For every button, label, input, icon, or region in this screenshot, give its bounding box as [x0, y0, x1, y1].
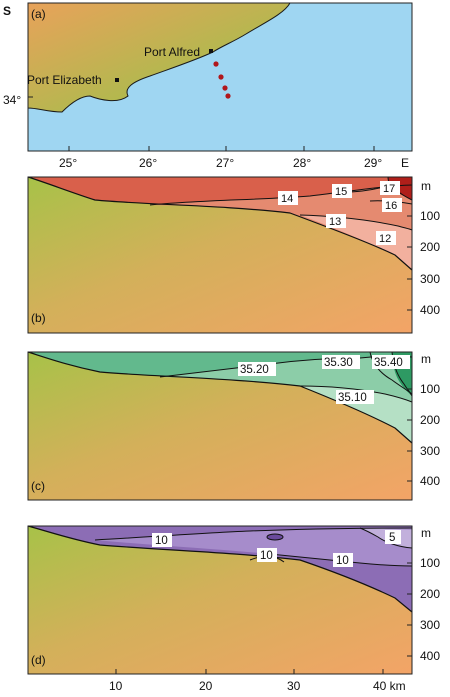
lon-tick-label: 29° [364, 156, 382, 170]
seabed-line [27, 525, 413, 613]
land-area [27, 2, 291, 113]
isoline [269, 553, 413, 567]
distance-tick-label: 30 [287, 679, 301, 693]
lon-tick-label: 26° [139, 156, 157, 170]
station-dot [213, 61, 219, 67]
distance-ticks [115, 669, 384, 674]
contour-label: 10 [155, 535, 168, 547]
lon-tick-label: 28° [293, 156, 311, 170]
depth-tick-label: 400 [420, 649, 440, 663]
contour-label: 14 [281, 193, 293, 205]
contour-label: 5 [389, 532, 395, 544]
contour-label: 35.40 [374, 357, 403, 369]
depth-tick-label: 300 [420, 618, 440, 632]
isoline [149, 184, 413, 206]
seabed-line [27, 351, 413, 444]
east-label: E [401, 156, 409, 170]
depth-tick-label: 200 [420, 240, 440, 254]
port-elizabeth-label: Port Elizabeth [27, 73, 102, 87]
isolines [27, 351, 413, 444]
panel-label: (b) [31, 311, 46, 325]
contour-label-boxes [238, 355, 410, 404]
map-axis-ticks [28, 96, 375, 151]
latitude-label: 34° [3, 93, 21, 107]
depth-unit-label: m [421, 179, 431, 193]
station-dot [222, 85, 228, 91]
map-panel-label: (a) [31, 7, 46, 21]
contour-label: 35.20 [240, 364, 269, 376]
salinity-section-panel: 35.20 35.30 35.40 35.10 (c) m 100 200 30… [27, 351, 440, 501]
depth-tick-label: 200 [420, 587, 440, 601]
contour-label: 16 [385, 200, 397, 212]
isoline [94, 527, 413, 541]
water-layer-deep [300, 386, 412, 443]
water-layer-deep [300, 215, 412, 270]
isoline [299, 385, 413, 403]
station-markers [213, 61, 231, 99]
depth-ticks [407, 562, 412, 657]
south-label: S [3, 4, 11, 18]
depth-tick-label: 300 [420, 272, 440, 286]
panel-label: (c) [31, 479, 45, 493]
depth-tick-label: 100 [420, 209, 440, 223]
lon-tick-label: 25° [59, 156, 77, 170]
water-layer-mid [160, 356, 412, 443]
station-dot [218, 74, 224, 80]
distance-tick-label: 20 [199, 679, 213, 693]
depth-unit-label: m [421, 526, 431, 540]
depth-tick-label: 300 [420, 444, 440, 458]
station-dot [225, 93, 231, 99]
contour-label: 10 [260, 550, 273, 562]
contour-label: 35.10 [338, 392, 367, 404]
contour-label: 10 [336, 555, 349, 567]
port-alfred-label: Port Alfred [144, 45, 200, 59]
isolines [27, 525, 413, 613]
distance-tick-label: 40 km [373, 679, 406, 693]
depth-tick-label: 100 [420, 382, 440, 396]
contour-label: 12 [379, 233, 391, 245]
contour-label: 13 [329, 216, 341, 228]
port-alfred-marker [209, 49, 213, 53]
oxygen-section-panel: 10 10 10 5 (d) m 100 200 300 400 10 20 3… [27, 525, 440, 693]
distance-tick-label: 10 [109, 679, 123, 693]
contour-label: 17 [383, 183, 395, 195]
map-panel: Port Alfred Port Elizabeth (a) S 34° 25°… [3, 2, 413, 170]
seabed-line [27, 176, 413, 271]
isoline [359, 527, 413, 549]
depth-tick-label: 200 [420, 413, 440, 427]
water-layer-mid [95, 528, 412, 566]
contour-label-boxes [152, 530, 401, 567]
temperature-section-panel: 14 15 17 16 13 12 (b) m 100 200 300 400 [27, 176, 440, 334]
contour-label: 35.30 [324, 357, 353, 369]
depth-unit-label: m [421, 352, 431, 366]
depth-ticks [407, 215, 412, 311]
contour-label: 15 [335, 186, 347, 198]
panel-label: (d) [31, 653, 46, 667]
depth-tick-label: 400 [420, 303, 440, 317]
depth-tick-label: 400 [420, 474, 440, 488]
port-elizabeth-marker [115, 78, 119, 82]
water-layer-mid [150, 185, 412, 270]
water-core [266, 533, 284, 541]
lon-tick-label: 27° [216, 156, 234, 170]
depth-ticks [407, 388, 412, 482]
contour-label-boxes [278, 181, 402, 245]
depth-tick-label: 100 [420, 556, 440, 570]
